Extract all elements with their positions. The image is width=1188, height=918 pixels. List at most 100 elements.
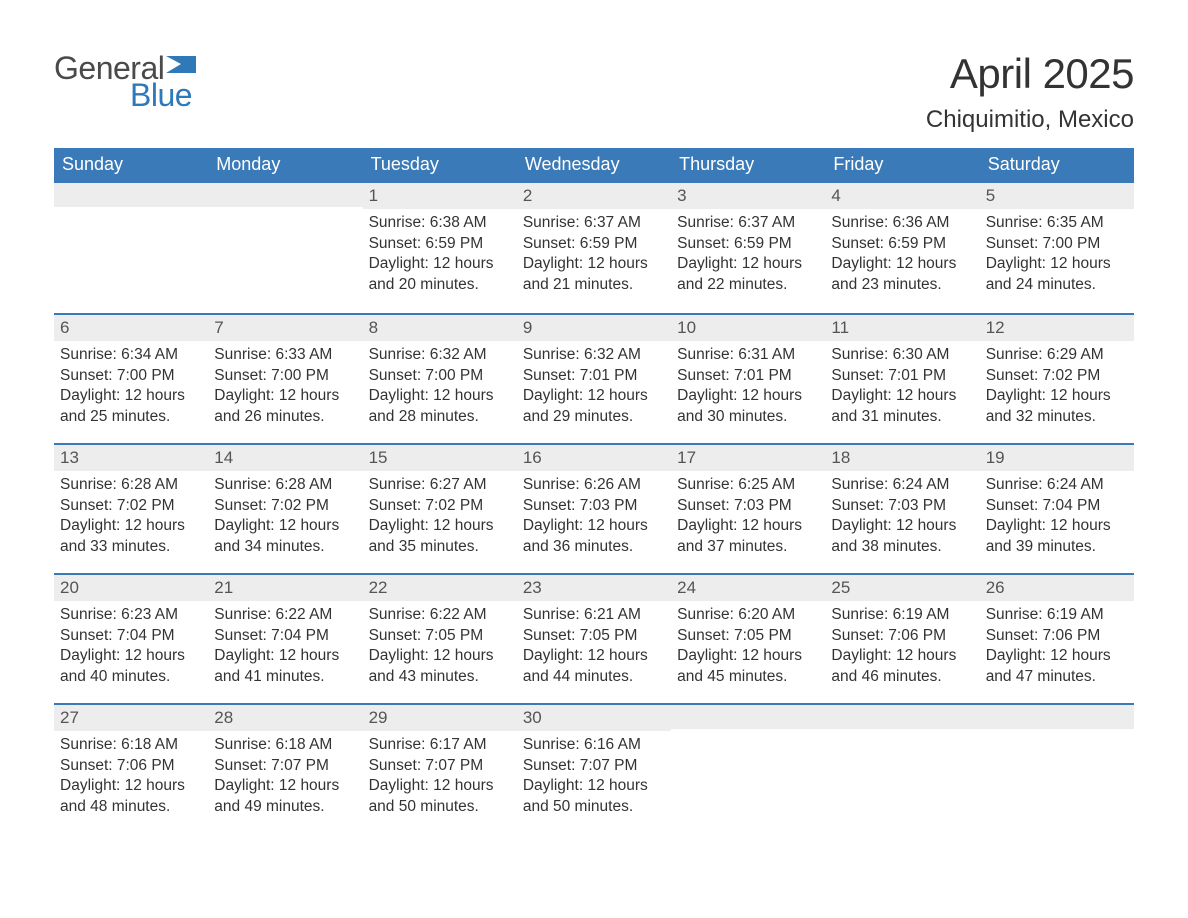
day-content: Sunrise: 6:28 AMSunset: 7:02 PMDaylight:…	[60, 475, 202, 557]
sunrise-line: Sunrise: 6:38 AM	[369, 213, 511, 233]
day-content: Sunrise: 6:24 AMSunset: 7:04 PMDaylight:…	[986, 475, 1128, 557]
day-number	[980, 705, 1134, 729]
day-cell	[825, 705, 979, 833]
sunrise-line: Sunrise: 6:30 AM	[831, 345, 973, 365]
day-number: 24	[671, 575, 825, 601]
day-content: Sunrise: 6:19 AMSunset: 7:06 PMDaylight:…	[831, 605, 973, 687]
day-number: 6	[54, 315, 208, 341]
dow-friday: Friday	[825, 148, 979, 183]
daylight-line: Daylight: 12 hours and 43 minutes.	[369, 646, 511, 687]
daylight-line: Daylight: 12 hours and 30 minutes.	[677, 386, 819, 427]
day-number	[208, 183, 362, 207]
sunset-line: Sunset: 7:03 PM	[523, 496, 665, 516]
header: General Blue April 2025 Chiquimitio, Mex…	[54, 50, 1134, 134]
day-content: Sunrise: 6:25 AMSunset: 7:03 PMDaylight:…	[677, 475, 819, 557]
day-number: 3	[671, 183, 825, 209]
day-content: Sunrise: 6:35 AMSunset: 7:00 PMDaylight:…	[986, 213, 1128, 295]
day-content: Sunrise: 6:34 AMSunset: 7:00 PMDaylight:…	[60, 345, 202, 427]
dow-header-row: SundayMondayTuesdayWednesdayThursdayFrid…	[54, 148, 1134, 183]
day-content: Sunrise: 6:30 AMSunset: 7:01 PMDaylight:…	[831, 345, 973, 427]
sunset-line: Sunset: 7:07 PM	[523, 756, 665, 776]
day-number: 1	[363, 183, 517, 209]
sunset-line: Sunset: 7:05 PM	[523, 626, 665, 646]
sunrise-line: Sunrise: 6:20 AM	[677, 605, 819, 625]
sunrise-line: Sunrise: 6:21 AM	[523, 605, 665, 625]
sunset-line: Sunset: 7:01 PM	[523, 366, 665, 386]
day-content: Sunrise: 6:19 AMSunset: 7:06 PMDaylight:…	[986, 605, 1128, 687]
sunset-line: Sunset: 6:59 PM	[831, 234, 973, 254]
day-cell: 21Sunrise: 6:22 AMSunset: 7:04 PMDayligh…	[208, 575, 362, 703]
day-number: 7	[208, 315, 362, 341]
daylight-line: Daylight: 12 hours and 24 minutes.	[986, 254, 1128, 295]
dow-tuesday: Tuesday	[363, 148, 517, 183]
sunset-line: Sunset: 6:59 PM	[369, 234, 511, 254]
dow-monday: Monday	[208, 148, 362, 183]
sunset-line: Sunset: 7:04 PM	[214, 626, 356, 646]
day-cell: 12Sunrise: 6:29 AMSunset: 7:02 PMDayligh…	[980, 315, 1134, 443]
day-cell: 22Sunrise: 6:22 AMSunset: 7:05 PMDayligh…	[363, 575, 517, 703]
day-number: 14	[208, 445, 362, 471]
week-row: 1Sunrise: 6:38 AMSunset: 6:59 PMDaylight…	[54, 183, 1134, 313]
sunrise-line: Sunrise: 6:36 AM	[831, 213, 973, 233]
day-cell: 27Sunrise: 6:18 AMSunset: 7:06 PMDayligh…	[54, 705, 208, 833]
sunrise-line: Sunrise: 6:25 AM	[677, 475, 819, 495]
sunrise-line: Sunrise: 6:19 AM	[986, 605, 1128, 625]
daylight-line: Daylight: 12 hours and 31 minutes.	[831, 386, 973, 427]
day-content: Sunrise: 6:32 AMSunset: 7:01 PMDaylight:…	[523, 345, 665, 427]
day-content: Sunrise: 6:31 AMSunset: 7:01 PMDaylight:…	[677, 345, 819, 427]
sunrise-line: Sunrise: 6:37 AM	[523, 213, 665, 233]
flag-icon	[166, 53, 196, 73]
day-number: 23	[517, 575, 671, 601]
day-content: Sunrise: 6:32 AMSunset: 7:00 PMDaylight:…	[369, 345, 511, 427]
week-row: 20Sunrise: 6:23 AMSunset: 7:04 PMDayligh…	[54, 573, 1134, 703]
day-cell: 24Sunrise: 6:20 AMSunset: 7:05 PMDayligh…	[671, 575, 825, 703]
daylight-line: Daylight: 12 hours and 32 minutes.	[986, 386, 1128, 427]
daylight-line: Daylight: 12 hours and 50 minutes.	[523, 776, 665, 817]
day-cell: 1Sunrise: 6:38 AMSunset: 6:59 PMDaylight…	[363, 183, 517, 313]
day-cell	[54, 183, 208, 313]
day-number: 10	[671, 315, 825, 341]
daylight-line: Daylight: 12 hours and 37 minutes.	[677, 516, 819, 557]
day-number: 26	[980, 575, 1134, 601]
daylight-line: Daylight: 12 hours and 40 minutes.	[60, 646, 202, 687]
dow-sunday: Sunday	[54, 148, 208, 183]
day-cell: 18Sunrise: 6:24 AMSunset: 7:03 PMDayligh…	[825, 445, 979, 573]
day-content: Sunrise: 6:37 AMSunset: 6:59 PMDaylight:…	[677, 213, 819, 295]
day-cell: 14 Sunrise: 6:28 AMSunset: 7:02 PMDayligh…	[208, 445, 362, 573]
day-number	[54, 183, 208, 207]
sunset-line: Sunset: 7:00 PM	[369, 366, 511, 386]
day-cell: 30 Sunrise: 6:16 AMSunset: 7:07 PMDayligh…	[517, 705, 671, 833]
day-cell: 19Sunrise: 6:24 AMSunset: 7:04 PMDayligh…	[980, 445, 1134, 573]
day-content: Sunrise: 6:18 AMSunset: 7:06 PMDaylight:…	[60, 735, 202, 817]
day-number: 8	[363, 315, 517, 341]
sunset-line: Sunset: 7:02 PM	[986, 366, 1128, 386]
day-cell: 23Sunrise: 6:21 AMSunset: 7:05 PMDayligh…	[517, 575, 671, 703]
sunset-line: Sunset: 7:02 PM	[60, 496, 202, 516]
day-content: Sunrise: 6:28 AMSunset: 7:02 PMDaylight:…	[214, 475, 356, 557]
sunrise-line: Sunrise: 6:17 AM	[369, 735, 511, 755]
sunset-line: Sunset: 7:02 PM	[214, 496, 356, 516]
day-cell: 13Sunrise: 6:28 AMSunset: 7:02 PMDayligh…	[54, 445, 208, 573]
daylight-line: Daylight: 12 hours and 28 minutes.	[369, 386, 511, 427]
sunset-line: Sunset: 6:59 PM	[523, 234, 665, 254]
day-cell: 26 Sunrise: 6:19 AMSunset: 7:06 PMDayligh…	[980, 575, 1134, 703]
sunrise-line: Sunrise: 6:22 AM	[369, 605, 511, 625]
sunrise-line: Sunrise: 6:28 AM	[60, 475, 202, 495]
daylight-line: Daylight: 12 hours and 29 minutes.	[523, 386, 665, 427]
sunrise-line: Sunrise: 6:16 AM	[523, 735, 665, 755]
sunset-line: Sunset: 7:05 PM	[677, 626, 819, 646]
day-number: 30	[517, 705, 671, 731]
daylight-line: Daylight: 12 hours and 48 minutes.	[60, 776, 202, 817]
sunrise-line: Sunrise: 6:32 AM	[369, 345, 511, 365]
sunrise-line: Sunrise: 6:24 AM	[986, 475, 1128, 495]
sunset-line: Sunset: 7:07 PM	[369, 756, 511, 776]
daylight-line: Daylight: 12 hours and 35 minutes.	[369, 516, 511, 557]
daylight-line: Daylight: 12 hours and 34 minutes.	[214, 516, 356, 557]
sunset-line: Sunset: 7:07 PM	[214, 756, 356, 776]
sunset-line: Sunset: 6:59 PM	[677, 234, 819, 254]
daylight-line: Daylight: 12 hours and 33 minutes.	[60, 516, 202, 557]
location-subtitle: Chiquimitio, Mexico	[926, 106, 1134, 134]
day-cell	[208, 183, 362, 313]
dow-wednesday: Wednesday	[517, 148, 671, 183]
day-number: 4	[825, 183, 979, 209]
